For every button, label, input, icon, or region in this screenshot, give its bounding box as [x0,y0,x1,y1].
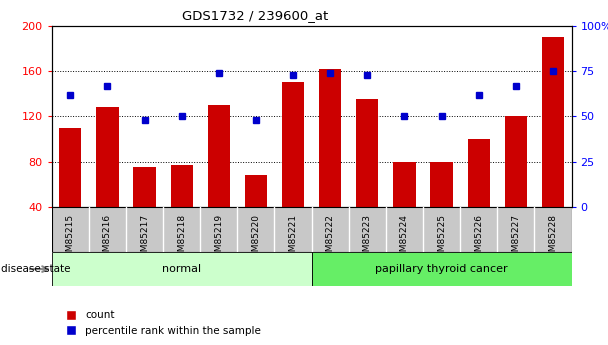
Bar [542,37,564,207]
Text: GSM85224: GSM85224 [400,214,409,263]
Bar [311,252,572,286]
Text: GSM85227: GSM85227 [511,214,520,263]
Bar [393,162,415,207]
Text: normal: normal [162,264,201,274]
Bar [282,82,304,207]
Bar [96,107,119,207]
Text: GSM85223: GSM85223 [363,214,372,263]
Text: GSM85218: GSM85218 [177,214,186,263]
Bar [468,139,490,207]
Bar [245,175,267,207]
Text: disease state: disease state [1,264,71,274]
Text: GSM85220: GSM85220 [251,214,260,263]
Bar [356,99,378,207]
Bar [133,167,156,207]
Bar [207,105,230,207]
Text: GSM85228: GSM85228 [548,214,558,263]
Bar [59,128,81,207]
Bar [319,69,341,207]
Legend: count, percentile rank within the sample: count, percentile rank within the sample [57,306,265,340]
Text: GSM85222: GSM85222 [326,214,334,263]
Text: GSM85226: GSM85226 [474,214,483,263]
Bar [430,162,453,207]
Text: GDS1732 / 239600_at: GDS1732 / 239600_at [182,9,328,22]
Bar [505,117,527,207]
Text: GSM85217: GSM85217 [140,214,149,263]
Text: papillary thyroid cancer: papillary thyroid cancer [375,264,508,274]
Text: GSM85216: GSM85216 [103,214,112,263]
Bar [52,252,311,286]
Text: GSM85225: GSM85225 [437,214,446,263]
Bar [170,165,193,207]
Text: GSM85219: GSM85219 [214,214,223,263]
Text: GSM85221: GSM85221 [289,214,297,263]
Text: GSM85215: GSM85215 [66,214,75,263]
